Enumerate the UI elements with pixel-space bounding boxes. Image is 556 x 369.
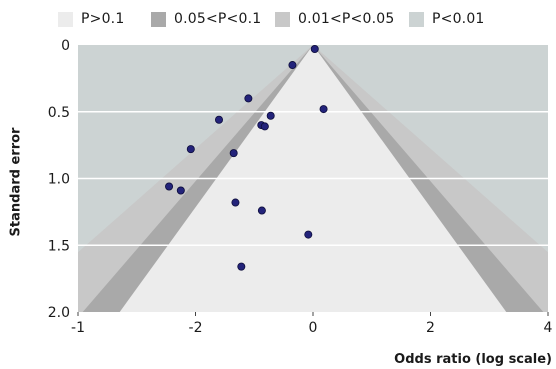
data-point <box>266 111 275 120</box>
y-axis-ticks: 0 0.5 1.0 1.5 2.0 <box>48 38 70 321</box>
legend-label: 0.05<P<0.1 <box>174 11 262 27</box>
data-point <box>237 262 246 271</box>
data-point <box>214 115 223 124</box>
data-point <box>257 206 266 215</box>
data-point <box>310 45 319 54</box>
legend-item-p-0.05-0.1: 0.05<P<0.1 <box>151 7 261 31</box>
data-point <box>260 122 269 131</box>
x-tick-label: 0 <box>309 320 318 336</box>
data-point <box>231 198 240 207</box>
y-tick-label: 1.0 <box>48 172 70 188</box>
y-tick-label: 0.5 <box>48 105 70 121</box>
legend-item-p-lt-0.01: P<0.01 <box>409 7 485 31</box>
legend-label: P<0.01 <box>432 11 485 27</box>
x-axis-label: Odds ratio (log scale) <box>394 352 552 367</box>
x-tick-label: -2 <box>189 320 203 336</box>
data-point <box>288 61 297 70</box>
data-point <box>165 182 174 191</box>
legend-label: 0.01<P<0.05 <box>298 11 395 27</box>
legend-item-p-gt-0.1: P>0.1 <box>58 7 124 31</box>
x-tick-label: -1 <box>71 320 85 336</box>
x-tick-label: 4 <box>544 320 553 336</box>
legend-swatch <box>275 11 290 27</box>
data-point <box>229 149 238 158</box>
x-tick-label: 2 <box>426 320 435 336</box>
data-point <box>304 230 313 239</box>
y-tick-label: 0 <box>61 38 70 54</box>
data-points <box>165 45 328 271</box>
data-point <box>176 186 185 195</box>
y-tick-label: 2.0 <box>48 305 70 321</box>
legend-swatch <box>58 11 73 27</box>
data-point <box>186 145 195 154</box>
data-point <box>319 105 328 114</box>
y-tick-label: 1.5 <box>48 238 70 254</box>
x-axis-ticks: -1 -2 0 2 4 <box>71 312 553 336</box>
legend-swatch <box>151 11 166 27</box>
y-axis-label: Standard error <box>8 127 24 237</box>
legend: P>0.1 0.05<P<0.1 0.01<P<0.05 P<0.01 <box>0 7 556 31</box>
legend-label: P>0.1 <box>81 11 125 27</box>
gridlines <box>78 111 548 246</box>
data-point <box>244 94 253 103</box>
legend-swatch <box>409 11 424 27</box>
legend-item-p-0.01-0.05: 0.01<P<0.05 <box>275 7 394 31</box>
